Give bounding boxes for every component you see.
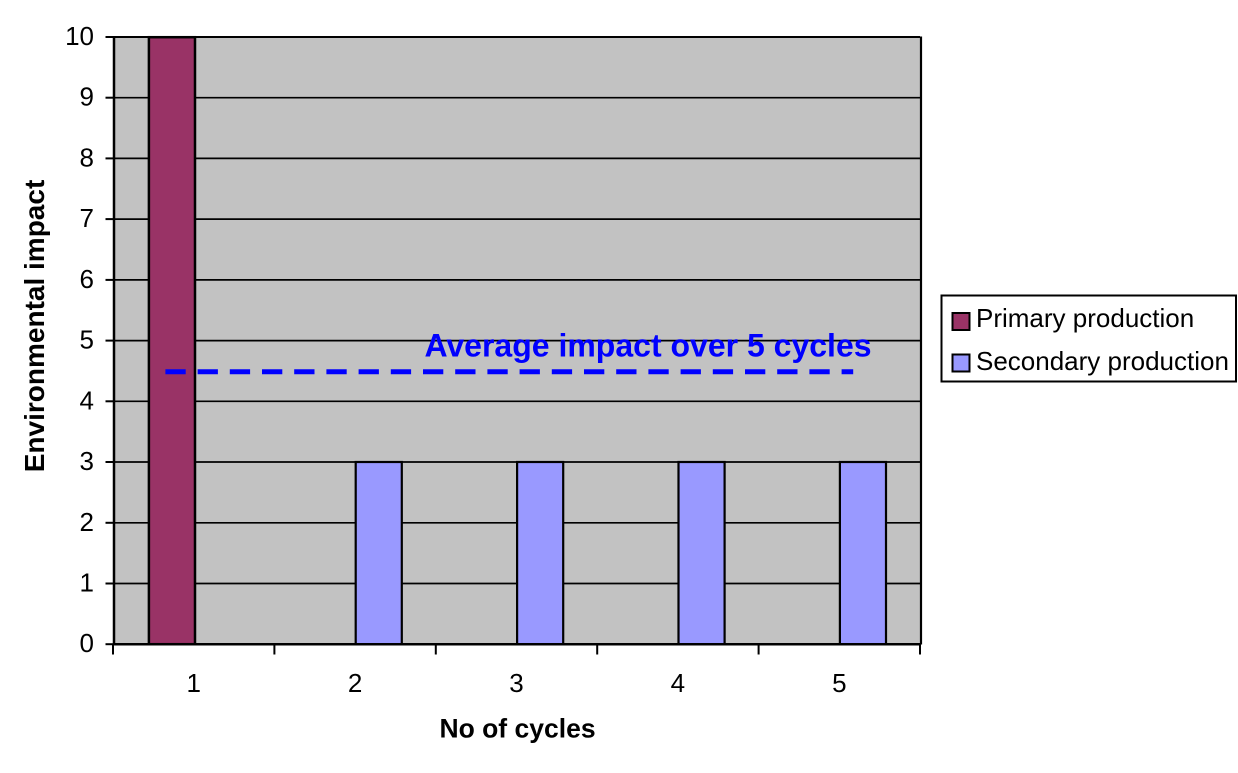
svg-text:4: 4: [80, 385, 94, 415]
svg-text:4: 4: [671, 668, 685, 698]
svg-text:10: 10: [65, 21, 94, 51]
svg-text:Secondary production: Secondary production: [976, 346, 1229, 376]
svg-text:0: 0: [80, 628, 94, 658]
svg-text:7: 7: [80, 203, 94, 233]
svg-text:Average impact over 5 cycles: Average impact over 5 cycles: [424, 328, 871, 364]
svg-text:2: 2: [348, 668, 362, 698]
svg-text:No of cycles: No of cycles: [439, 714, 595, 744]
svg-text:1: 1: [80, 568, 94, 598]
svg-text:6: 6: [80, 264, 94, 294]
svg-text:3: 3: [509, 668, 523, 698]
svg-text:9: 9: [80, 82, 94, 112]
svg-text:3: 3: [80, 446, 94, 476]
svg-text:2: 2: [80, 507, 94, 537]
svg-text:5: 5: [80, 325, 94, 355]
svg-text:8: 8: [80, 142, 94, 172]
svg-text:Primary production: Primary production: [976, 303, 1194, 333]
svg-text:Environmental impact: Environmental impact: [19, 180, 50, 473]
svg-text:5: 5: [832, 668, 846, 698]
svg-text:1: 1: [186, 668, 200, 698]
